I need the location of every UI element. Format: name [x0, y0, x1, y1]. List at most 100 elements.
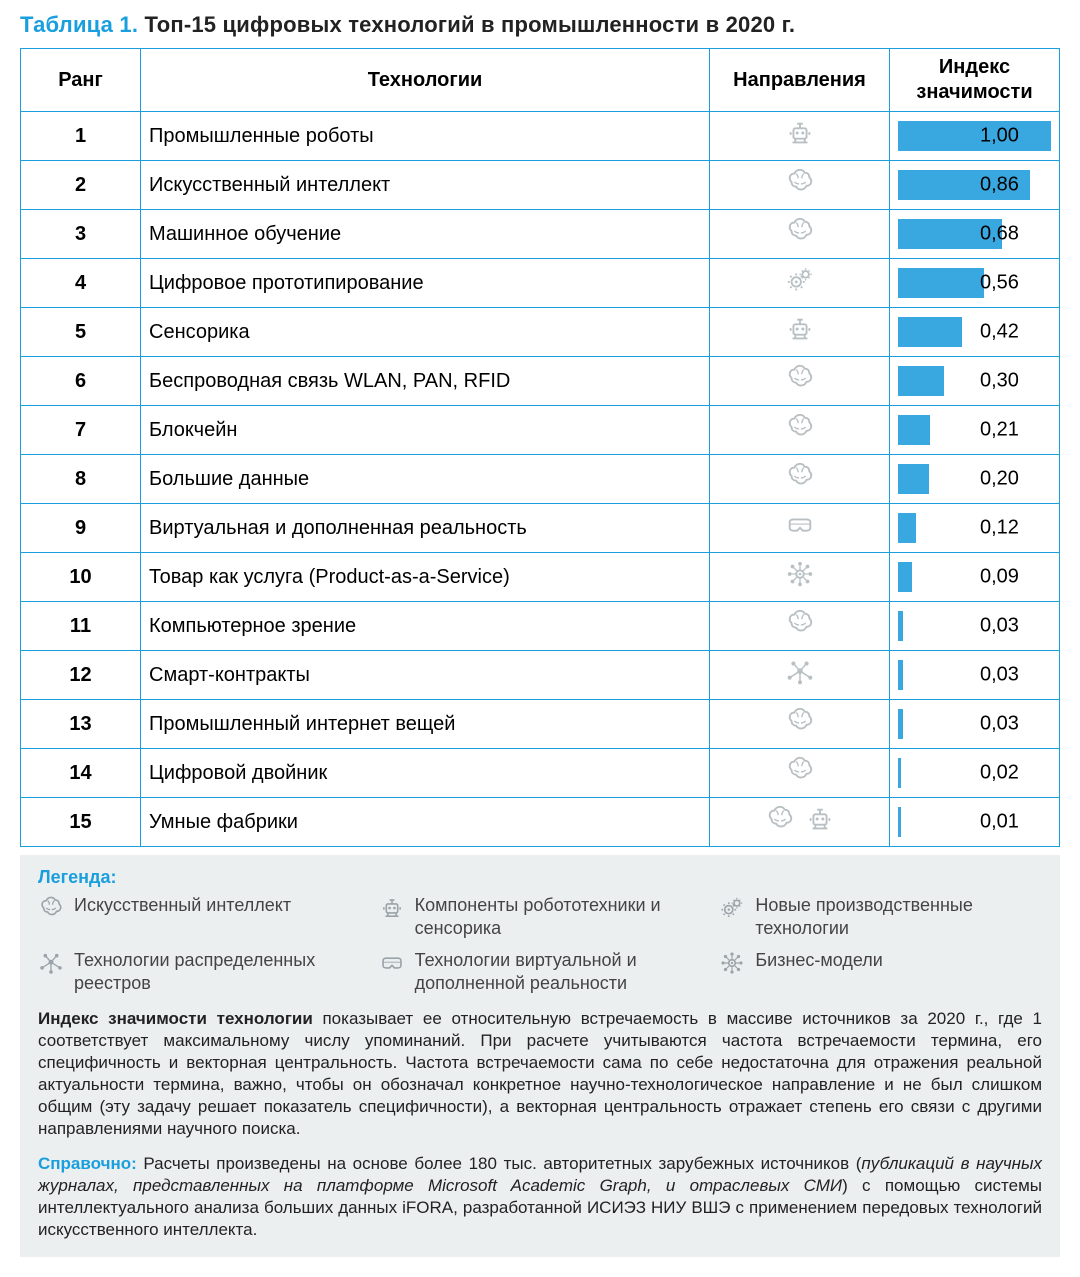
cell-technology: Большие данные [141, 455, 710, 504]
cell-direction [710, 406, 890, 455]
legend-label: Технологии распределенных реестров [74, 949, 361, 994]
cell-index: 0,21 [890, 406, 1060, 455]
index-bar-fill [898, 807, 901, 837]
table-row: 1Промышленные роботы 1,00 [21, 112, 1060, 161]
gears-icon [719, 895, 745, 921]
cell-direction [710, 259, 890, 308]
legend-box: Легенда: Искусственный интеллект Компоне… [20, 855, 1060, 1257]
cell-direction [710, 798, 890, 847]
cell-technology: Цифровой двойник [141, 749, 710, 798]
cell-technology: Виртуальная и дополненная реальность [141, 504, 710, 553]
index-bar-fill [898, 317, 962, 347]
table-row: 5Сенсорика 0,42 [21, 308, 1060, 357]
cell-index: 0,09 [890, 553, 1060, 602]
index-bar: 0,02 [898, 758, 1051, 788]
index-bar: 0,30 [898, 366, 1051, 396]
index-value: 0,09 [980, 566, 1019, 589]
index-bar-fill [898, 415, 930, 445]
brain-icon [785, 706, 815, 736]
legend-item: Технологии виртуальной и дополненной реа… [379, 949, 702, 994]
col-header-rank: Ранг [21, 49, 141, 112]
cell-rank: 2 [21, 161, 141, 210]
cell-index: 0,30 [890, 357, 1060, 406]
cell-technology: Умные фабрики [141, 798, 710, 847]
cell-rank: 3 [21, 210, 141, 259]
cell-index: 1,00 [890, 112, 1060, 161]
index-bar-fill [898, 660, 903, 690]
index-bar: 0,21 [898, 415, 1051, 445]
cell-rank: 12 [21, 651, 141, 700]
legend-label: Технологии виртуальной и дополненной реа… [415, 949, 702, 994]
cell-technology: Промышленный интернет вещей [141, 700, 710, 749]
table-row: 6Беспроводная связь WLAN, PAN, RFID 0,30 [21, 357, 1060, 406]
cell-rank: 5 [21, 308, 141, 357]
legend-label: Новые производственные технологии [755, 894, 1042, 939]
robot-icon [785, 118, 815, 148]
legend-title: Легенда: [38, 867, 1042, 888]
cell-direction [710, 308, 890, 357]
footnote-index-body: показывает ее относительную встречаемост… [38, 1009, 1042, 1138]
index-bar-fill [898, 758, 901, 788]
index-bar: 0,68 [898, 219, 1051, 249]
footnote-source: Справочно: Расчеты произведены на основе… [38, 1153, 1042, 1241]
cell-rank: 9 [21, 504, 141, 553]
vr-icon [785, 510, 815, 540]
title-text: Топ-15 цифровых технологий в промышленно… [144, 12, 795, 37]
cell-technology: Сенсорика [141, 308, 710, 357]
cell-index: 0,68 [890, 210, 1060, 259]
brain-icon [785, 363, 815, 393]
index-value: 1,00 [980, 125, 1019, 148]
cell-direction [710, 504, 890, 553]
cell-technology: Беспроводная связь WLAN, PAN, RFID [141, 357, 710, 406]
technologies-table: Ранг Технологии Направления Индекс значи… [20, 48, 1060, 847]
index-bar: 0,03 [898, 709, 1051, 739]
legend-item: Компоненты робототехники и сенсорика [379, 894, 702, 939]
cell-technology: Искусственный интеллект [141, 161, 710, 210]
legend-item: Технологии распределенных реестров [38, 949, 361, 994]
brain-icon [38, 895, 64, 921]
index-bar: 0,86 [898, 170, 1051, 200]
cell-direction [710, 210, 890, 259]
index-value: 0,30 [980, 370, 1019, 393]
table-row: 8Большие данные 0,20 [21, 455, 1060, 504]
index-bar: 0,56 [898, 268, 1051, 298]
index-bar: 0,03 [898, 660, 1051, 690]
cell-index: 0,03 [890, 602, 1060, 651]
footnote-index: Индекс значимости технологии показывает … [38, 1008, 1042, 1141]
index-value: 0,68 [980, 223, 1019, 246]
cell-technology: Машинное обучение [141, 210, 710, 259]
index-value: 0,12 [980, 517, 1019, 540]
index-bar-fill [898, 611, 903, 641]
biz-icon [785, 559, 815, 589]
table-row: 12Смарт-контракты 0,03 [21, 651, 1060, 700]
col-header-tech: Технологии [141, 49, 710, 112]
table-row: 7Блокчейн 0,21 [21, 406, 1060, 455]
cell-rank: 14 [21, 749, 141, 798]
cell-technology: Смарт-контракты [141, 651, 710, 700]
index-bar: 0,03 [898, 611, 1051, 641]
col-header-idx: Индекс значимости [890, 49, 1060, 112]
index-value: 0,42 [980, 321, 1019, 344]
brain-icon [785, 755, 815, 785]
ledger-icon [785, 657, 815, 687]
legend-grid: Искусственный интеллект Компоненты робот… [38, 894, 1042, 994]
cell-direction [710, 553, 890, 602]
cell-technology: Промышленные роботы [141, 112, 710, 161]
cell-index: 0,86 [890, 161, 1060, 210]
index-bar-fill [898, 268, 984, 298]
table-row: 14Цифровой двойник 0,02 [21, 749, 1060, 798]
cell-index: 0,01 [890, 798, 1060, 847]
index-bar-fill [898, 513, 916, 543]
index-bar-fill [898, 709, 903, 739]
cell-index: 0,12 [890, 504, 1060, 553]
legend-item: Бизнес-модели [719, 949, 1042, 994]
legend-label: Искусственный интеллект [74, 894, 291, 917]
cell-rank: 1 [21, 112, 141, 161]
ledger-icon [38, 950, 64, 976]
cell-direction [710, 602, 890, 651]
index-bar: 0,20 [898, 464, 1051, 494]
legend-label: Бизнес-модели [755, 949, 883, 972]
footnote-index-lead: Индекс значимости технологии [38, 1009, 313, 1028]
cell-index: 0,02 [890, 749, 1060, 798]
col-header-dir: Направления [710, 49, 890, 112]
